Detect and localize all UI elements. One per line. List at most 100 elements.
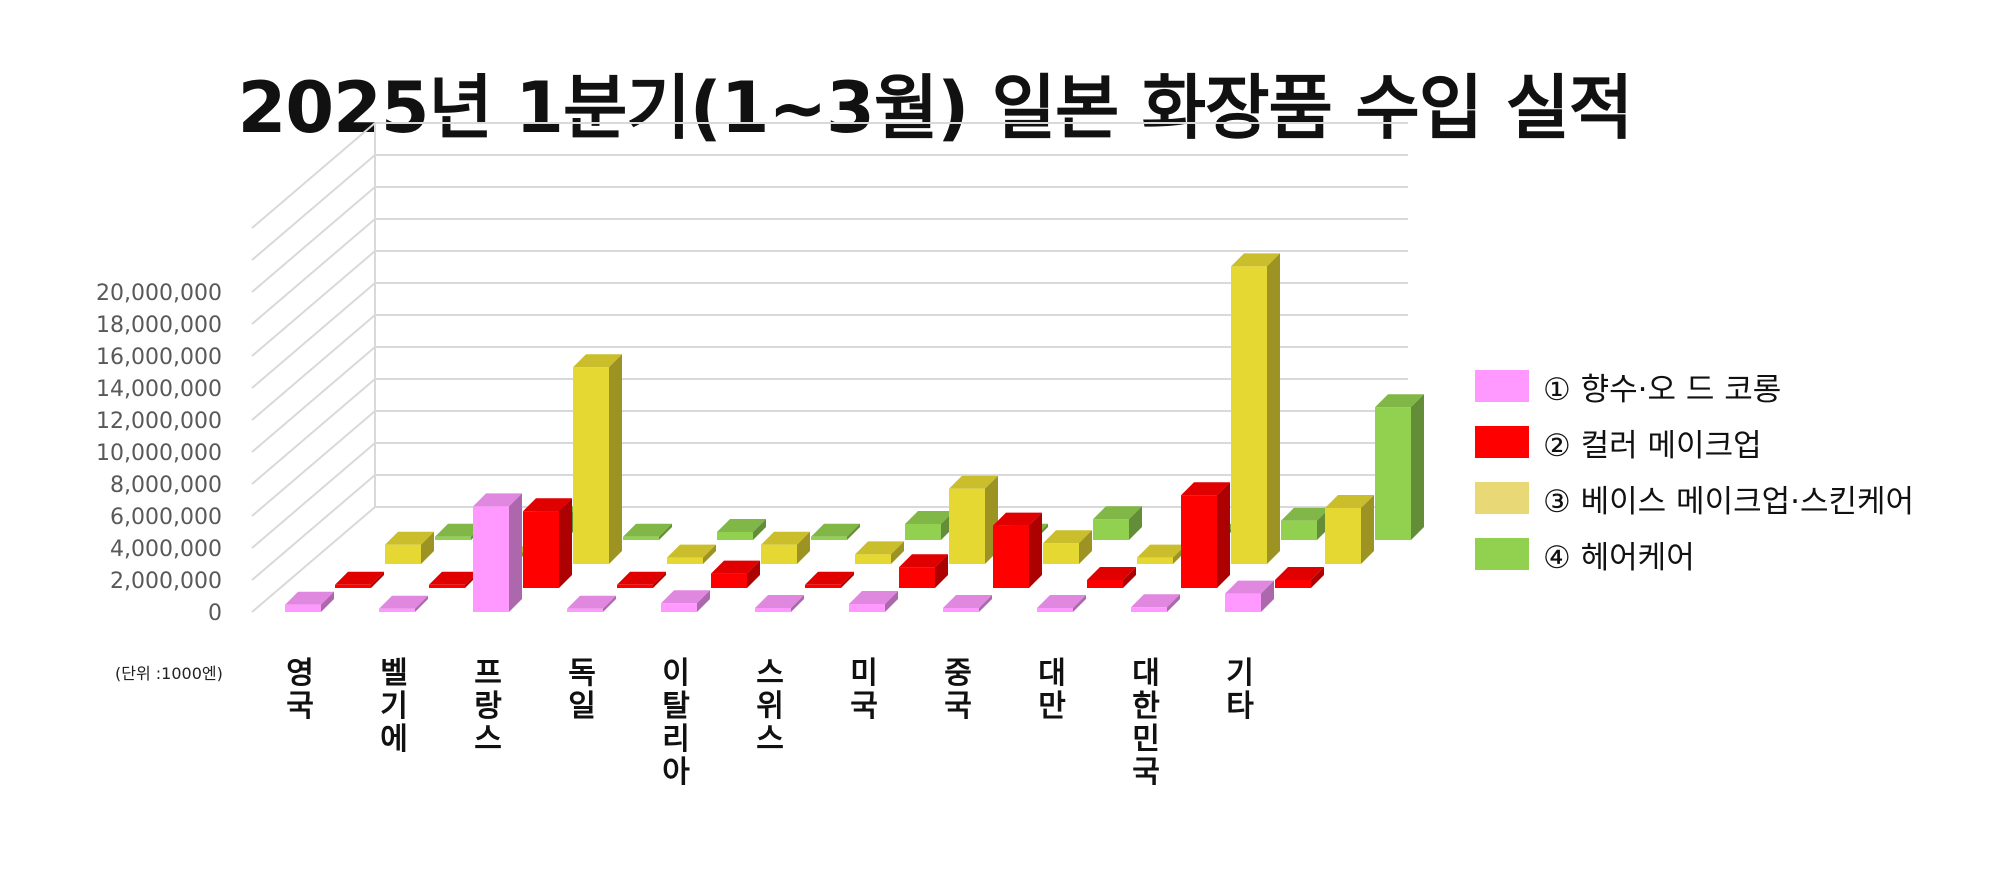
bar-top: [1231, 253, 1280, 267]
bar-side: [891, 541, 904, 564]
bar-top: [805, 571, 854, 585]
bar: [943, 595, 992, 612]
bar: [899, 554, 948, 588]
bar: [623, 523, 672, 540]
gridline: [251, 474, 376, 581]
bar-side: [747, 560, 760, 588]
bar-side: [847, 523, 860, 540]
bar-front: [711, 573, 747, 588]
bar-side: [603, 595, 616, 612]
bar-side: [1311, 567, 1324, 588]
bar-front: [667, 557, 703, 564]
bar-side: [1411, 394, 1424, 540]
bar-side: [1267, 253, 1280, 564]
bar: [849, 591, 898, 612]
bar-side: [1073, 595, 1086, 612]
bar-top: [1225, 580, 1274, 594]
bar-side: [1129, 506, 1142, 540]
bar-side: [1029, 512, 1042, 588]
gridline: [251, 250, 376, 357]
bar-front: [1043, 543, 1079, 564]
bar-top: [285, 591, 334, 605]
y-tick-label: 6,000,000: [110, 505, 222, 530]
gridline: [251, 282, 376, 389]
bar-front: [949, 488, 985, 564]
bar-top: [811, 523, 860, 537]
bar: [949, 475, 998, 564]
bar-front: [1131, 607, 1167, 612]
bar-top: [335, 571, 384, 585]
bar: [855, 541, 904, 564]
bar-top: [899, 554, 948, 568]
bar-side: [1261, 580, 1274, 612]
bar-side: [753, 519, 766, 540]
bar: [285, 591, 334, 612]
bar-top: [905, 511, 954, 524]
bar-front: [573, 367, 609, 564]
bar-side: [1079, 530, 1092, 564]
bar-top: [473, 493, 522, 507]
bar: [1325, 495, 1374, 564]
y-tick-label: 0: [208, 601, 222, 626]
legend-swatch: [1475, 370, 1529, 402]
bar-top: [429, 571, 478, 585]
bar-top: [717, 519, 766, 532]
bar: [335, 571, 384, 588]
bar: [993, 512, 1042, 588]
chart-title: 2025년 1분기(1~3월) 일본 화장품 수입 실적: [237, 67, 1634, 149]
bar: [1131, 594, 1180, 612]
bar-side: [797, 531, 810, 564]
bar: [1225, 580, 1274, 612]
bar: [667, 544, 716, 564]
bar-top: [1325, 495, 1374, 508]
bar: [717, 519, 766, 540]
bar: [567, 595, 616, 612]
bar-front: [755, 608, 791, 612]
gridline: [251, 154, 376, 261]
bar-front: [805, 584, 841, 588]
grid-layer: [251, 122, 1408, 613]
bar-top: [993, 512, 1042, 526]
bar-front: [661, 603, 697, 612]
bar: [523, 498, 572, 588]
bar: [1037, 595, 1086, 612]
legend-item: ③ 베이스 메이크업·스킨케어: [1475, 470, 1914, 526]
bar: [661, 590, 710, 612]
bar-front: [1375, 407, 1411, 540]
gridline: [251, 506, 376, 613]
bar: [573, 354, 622, 564]
bar: [1275, 567, 1324, 588]
bar: [755, 595, 804, 612]
legend: ① 향수·오 드 코롱 ② 컬러 메이크업 ③ 베이스 메이크업·스킨케어 ④ …: [1475, 358, 1914, 582]
bar-top: [1093, 506, 1142, 520]
bar-front: [905, 524, 941, 540]
bar-side: [415, 595, 428, 612]
bar-side: [509, 493, 522, 612]
bar-front: [379, 608, 415, 612]
y-tick-label: 20,000,000: [96, 281, 222, 306]
bar-front: [1087, 580, 1123, 588]
y-tick-label: 4,000,000: [110, 537, 222, 562]
legend-item: ② 컬러 메이크업: [1475, 414, 1914, 470]
bar-front: [385, 544, 421, 564]
bar-side: [559, 498, 572, 588]
bar-front: [1137, 557, 1173, 564]
bar-front: [899, 567, 935, 588]
bar-side: [935, 554, 948, 588]
bar-top: [435, 523, 484, 537]
bar-top: [943, 595, 992, 608]
bar-front: [993, 525, 1029, 588]
bar: [1181, 482, 1230, 588]
y-tick-label: 18,000,000: [96, 313, 222, 338]
bar-front: [1231, 266, 1267, 564]
legend-label: ② 컬러 메이크업: [1543, 427, 1762, 464]
bar-top: [1087, 567, 1136, 580]
bars-layer: [285, 253, 1424, 612]
bar: [761, 531, 810, 564]
gridline: [251, 378, 376, 485]
bar-side: [703, 544, 716, 564]
unit-note: (단위 :1000엔): [115, 664, 223, 683]
